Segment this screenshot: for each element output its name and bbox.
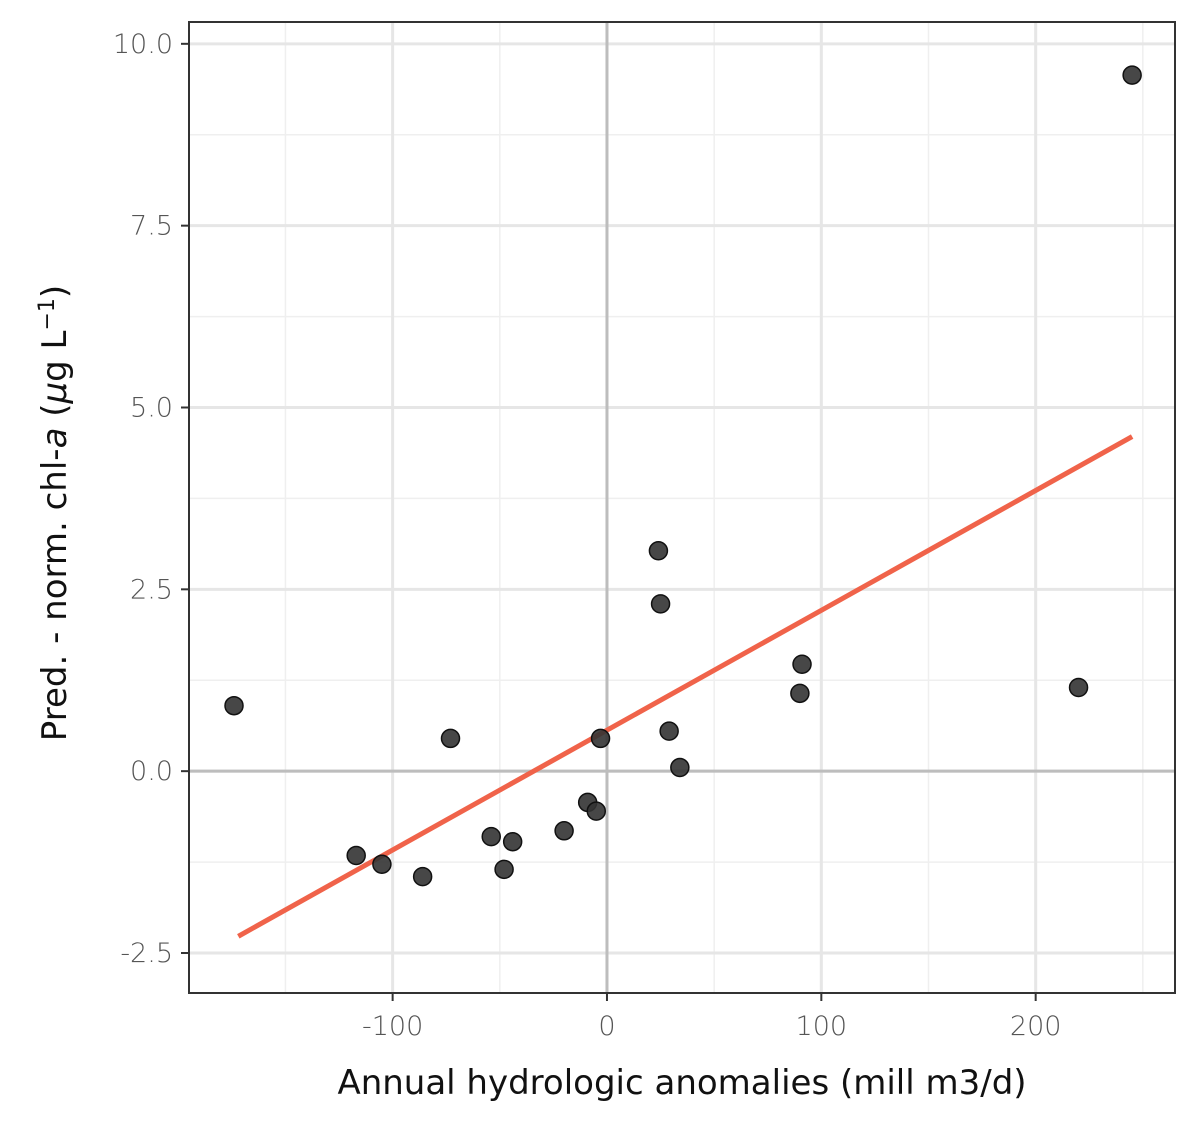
y-tick-label-5: 10.0	[113, 29, 173, 60]
data-point-15	[670, 757, 690, 778]
data-point-10	[586, 801, 607, 821]
y-axis-title: Pred. - norm. chl-a (μg L−1)	[35, 285, 76, 741]
data-point-5	[481, 826, 501, 847]
x-tick-label-2: 100	[796, 1011, 848, 1042]
data-point-6	[494, 859, 514, 880]
data-point-17	[792, 654, 812, 674]
y-tick-label-2: 2.5	[130, 574, 173, 605]
data-point-12	[648, 541, 669, 561]
y-tick-label-3: 5.0	[130, 392, 173, 423]
x-tick-label-1: 0	[598, 1011, 615, 1042]
data-point-19	[1122, 65, 1142, 85]
y-tick-label-0: -2.5	[120, 938, 173, 969]
y-axis-title-unit: g L	[35, 330, 75, 381]
fit-line-group	[237, 434, 1134, 939]
x-axis-title: Annual hydrologic anomalies (mill m3/d)	[337, 1063, 1026, 1103]
y-axis-title-sup: −1	[35, 298, 60, 330]
y-axis-title-mu: μ	[35, 382, 75, 405]
data-point-13	[650, 594, 671, 614]
y-axis-title-prefix: Pred. - norm. chl-	[35, 448, 75, 741]
y-axis-title-open: (	[35, 404, 75, 428]
data-point-14	[659, 721, 679, 741]
x-tick-label-3: 200	[1010, 1011, 1062, 1042]
data-point-0	[224, 695, 244, 716]
y-tick-label-1: 0.0	[130, 756, 173, 787]
data-point-3	[412, 866, 433, 887]
data-point-8	[554, 821, 574, 841]
x-tick-label-0: -100	[362, 1011, 423, 1042]
y-tick-label-4: 7.5	[130, 211, 173, 242]
axis-ticks	[181, 42, 1037, 1001]
data-point-16	[790, 683, 810, 704]
data-points	[224, 65, 1142, 887]
data-point-18	[1068, 677, 1089, 698]
y-tick-labels: -2.5 0.0 2.5 5.0 7.5 10.0	[113, 29, 173, 969]
data-point-7	[502, 831, 523, 852]
data-point-11	[590, 728, 611, 749]
data-point-1	[346, 845, 366, 866]
x-tick-labels: -100 0 100 200	[362, 1011, 1061, 1042]
plot-panel-border	[188, 21, 1176, 994]
data-point-4	[440, 728, 461, 749]
y-axis-title-italic: a	[35, 428, 75, 449]
data-point-2	[372, 854, 392, 875]
regression-line	[237, 434, 1134, 939]
y-axis-title-close: )	[35, 285, 75, 298]
